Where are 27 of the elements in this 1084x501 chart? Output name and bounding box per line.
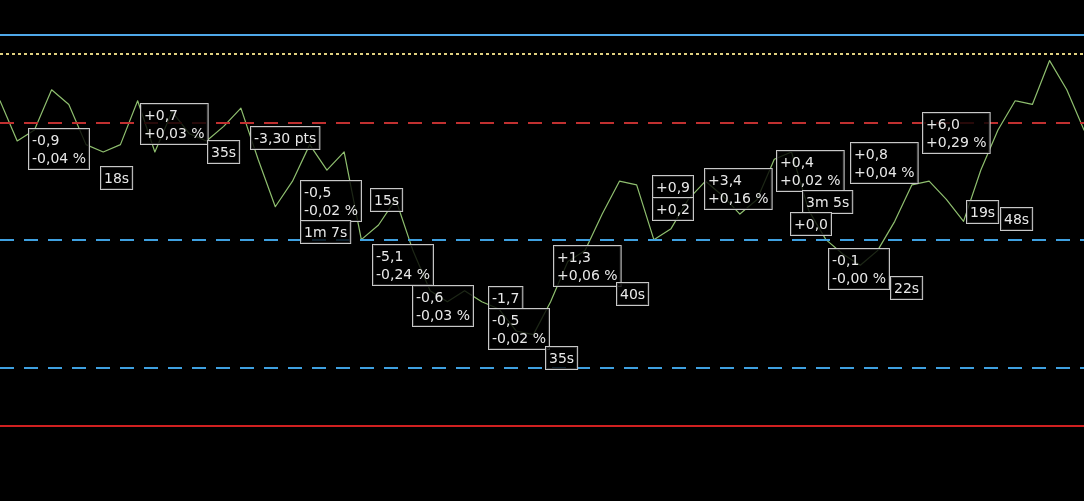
annotation: -0,6 -0,03 % — [416, 289, 470, 323]
annotation: 22s — [894, 280, 920, 296]
annotation: +0,0 — [794, 216, 828, 232]
annotation: +6,0 +0,29 % — [926, 116, 987, 150]
annotation: 1m 7s — [304, 224, 348, 240]
annotation: -3,30 pts — [254, 130, 317, 146]
annotation: +3,4 +0,16 % — [708, 172, 769, 206]
annotation: 3m 5s — [806, 194, 850, 210]
annotation: +1,3 +0,06 % — [557, 249, 618, 283]
annotation: +0,4 +0,02 % — [780, 154, 841, 188]
annotation: +0,8 +0,04 % — [854, 146, 915, 180]
annotation: 40s — [620, 286, 646, 302]
annotation: -1,7 — [492, 290, 520, 306]
annotation: -0,1 -0,00 % — [832, 252, 886, 286]
annotation: 18s — [104, 170, 130, 186]
annotation: +0,7 +0,03 % — [144, 107, 205, 141]
annotation: -0,9 -0,04 % — [32, 132, 86, 166]
annotation: +0,2 — [656, 201, 690, 217]
annotation: 48s — [1004, 211, 1030, 227]
annotation: 15s — [374, 192, 400, 208]
annotation: 35s — [549, 350, 575, 366]
annotation: 35s — [211, 144, 237, 160]
annotation: 19s — [970, 204, 996, 220]
annotation: -0,5 -0,02 % — [304, 184, 358, 218]
annotation: -0,5 -0,02 % — [492, 312, 546, 346]
annotation: +0,9 — [656, 179, 690, 195]
annotation: -5,1 -0,24 % — [376, 248, 430, 282]
